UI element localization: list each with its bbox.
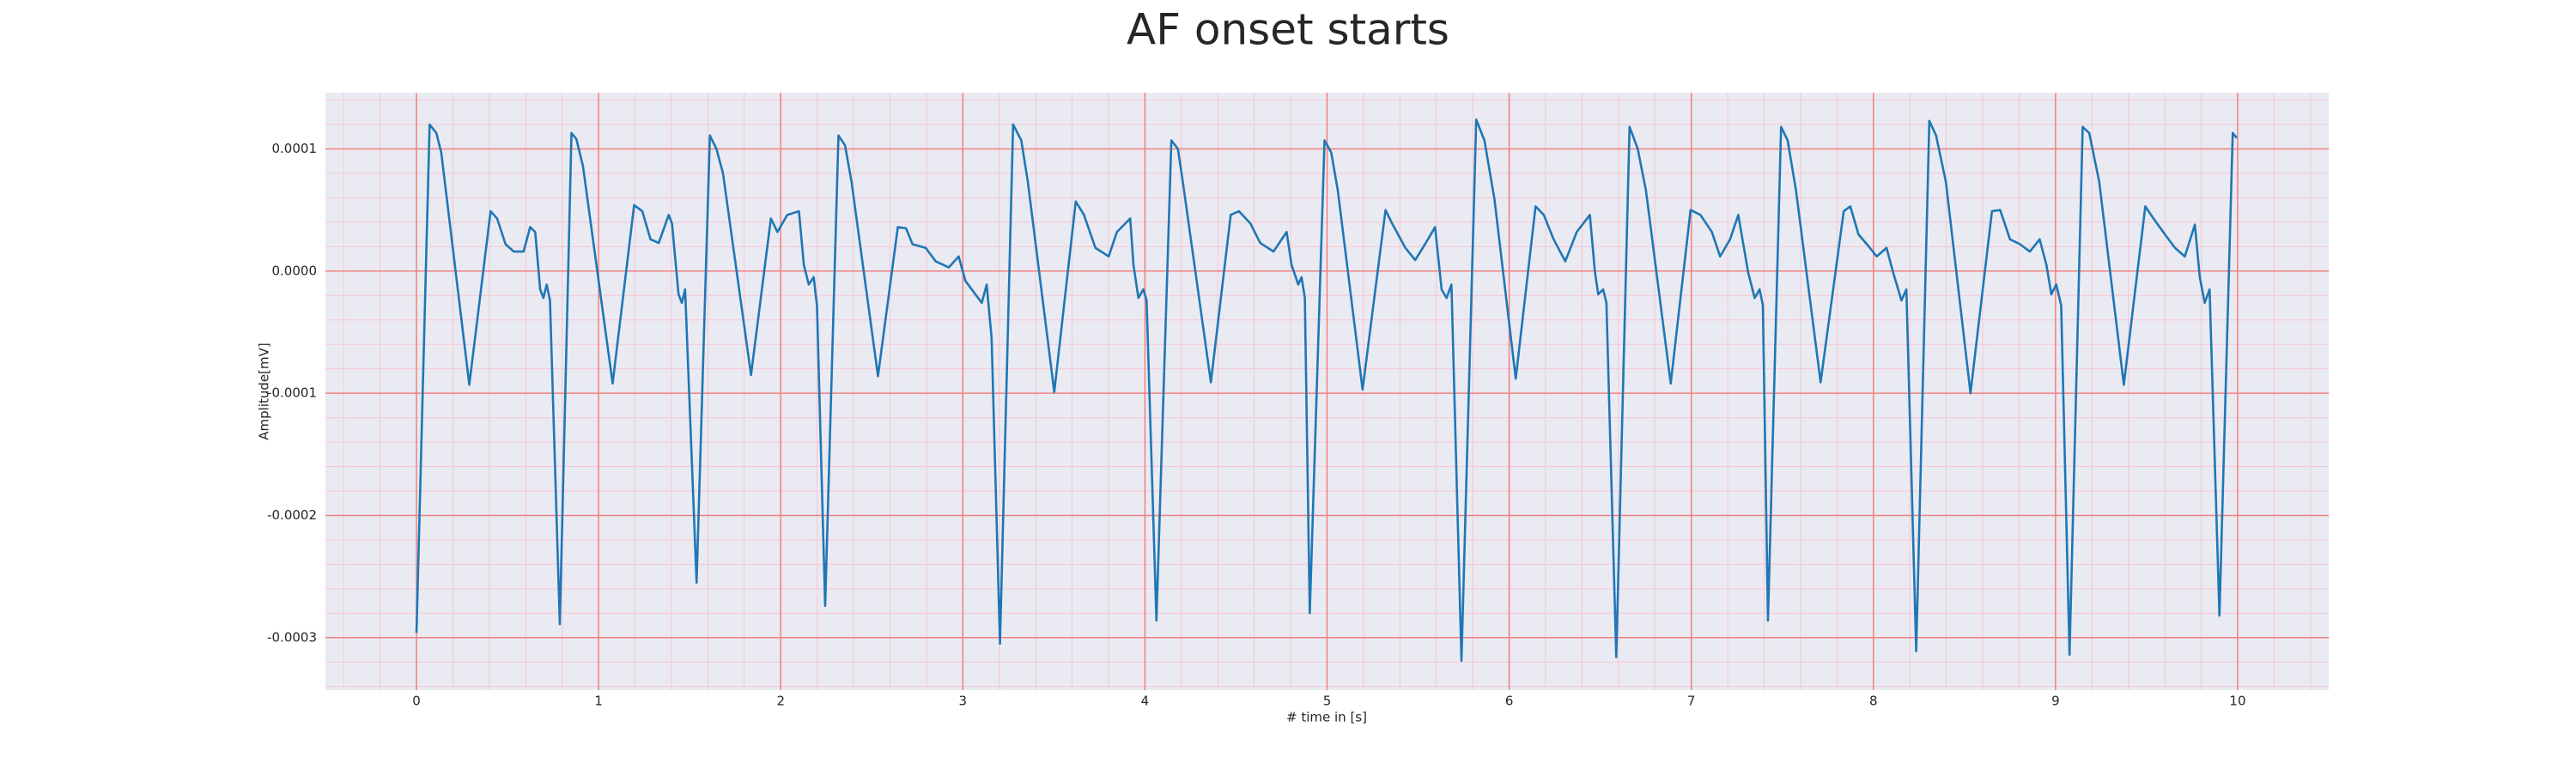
x-tick-label: 4 bbox=[1141, 694, 1150, 709]
x-tick-label: 3 bbox=[959, 694, 968, 709]
x-axis-label: # time in [s] bbox=[1286, 710, 1367, 725]
y-tick-label: -0.0003 bbox=[267, 629, 317, 645]
chart-title: AF onset starts bbox=[1127, 5, 1449, 55]
x-tick-label: 6 bbox=[1505, 694, 1514, 709]
y-axis-label: Amplitude[mV] bbox=[257, 343, 272, 440]
x-tick-label: 1 bbox=[594, 694, 603, 709]
y-tick-label: -0.0002 bbox=[267, 507, 317, 523]
x-tick-label: 9 bbox=[2051, 694, 2060, 709]
y-tick-label: -0.0001 bbox=[267, 385, 317, 401]
signal-line bbox=[415, 118, 2238, 663]
x-tick-label: 7 bbox=[1687, 694, 1696, 709]
x-tick-label: 0 bbox=[412, 694, 421, 709]
x-tick-label: 5 bbox=[1323, 694, 1332, 709]
y-tick-label: 0.0000 bbox=[272, 263, 318, 278]
x-tick-label: 2 bbox=[776, 694, 785, 709]
x-tick-label: 8 bbox=[1869, 694, 1878, 709]
x-tick-label: 10 bbox=[2229, 694, 2245, 709]
y-tick-label: 0.0001 bbox=[272, 141, 318, 156]
